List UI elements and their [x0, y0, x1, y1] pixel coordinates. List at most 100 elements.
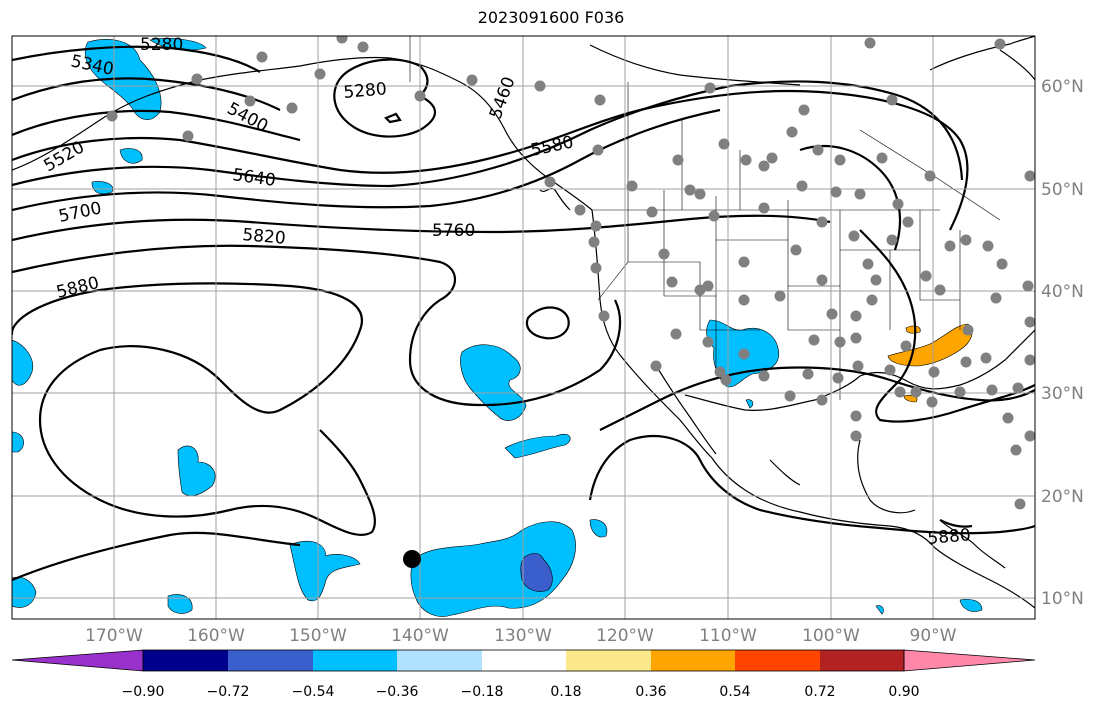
colorbar-high-extension [903, 649, 1036, 672]
graticule [12, 36, 1035, 619]
station-marker [830, 186, 842, 198]
station-marker [1024, 316, 1035, 328]
station-marker [850, 430, 862, 442]
station-marker [796, 180, 808, 192]
station-marker [790, 244, 802, 256]
station-marker [357, 41, 369, 53]
station-marker [658, 248, 670, 260]
station-marker [626, 180, 638, 192]
colorbar-tick-label: 0.54 [719, 684, 750, 700]
latitude-axis: 60°N 50°N 40°N 30°N 20°N 10°N [1041, 77, 1084, 609]
station-marker [902, 216, 914, 228]
colorbar-tick-label: −0.18 [461, 684, 504, 700]
colorbar-tick-label: 0.90 [888, 684, 919, 700]
station-marker [1024, 354, 1035, 366]
station-marker [854, 188, 866, 200]
station-marker [738, 256, 750, 268]
station-marker [834, 336, 846, 348]
station-marker [1012, 382, 1024, 394]
station-marker [670, 328, 682, 340]
station-marker [960, 356, 972, 368]
station-marker [738, 294, 750, 306]
station-marker [182, 130, 194, 142]
station-marker [850, 332, 862, 344]
station-marker [574, 204, 586, 216]
station-marker [834, 154, 846, 166]
lat-tick-label: 20°N [1041, 487, 1084, 507]
colorbar-tick-label: −0.36 [376, 684, 419, 700]
station-marker [244, 95, 256, 107]
station-marker [1014, 498, 1026, 510]
station-marker [758, 160, 770, 172]
station-marker [672, 154, 684, 166]
map-title: 2023091600 F036 [477, 8, 625, 27]
longitude-axis: 170°W 160°W 150°W 140°W 130°W 120°W 110°… [85, 626, 957, 646]
station-marker [848, 230, 860, 242]
station-marker [980, 352, 992, 364]
station-marker [191, 73, 203, 85]
storm-center-marker [403, 550, 421, 568]
station-marker [826, 308, 838, 320]
station-marker [766, 152, 778, 164]
lat-tick-label: 40°N [1041, 282, 1084, 302]
station-marker [786, 126, 798, 138]
station-marker [910, 386, 922, 398]
station-marker [720, 374, 732, 386]
colorbar-tick-label: 0.18 [550, 684, 581, 700]
station-marker [704, 82, 716, 94]
station-marker [650, 360, 662, 372]
colorbar-segment [651, 650, 735, 671]
station-marker [934, 284, 946, 296]
station-marker [592, 144, 604, 156]
contour-label: 5760 [432, 221, 475, 241]
station-marker [1024, 170, 1035, 182]
map-panel: 5280 5340 5280 5400 5520 5460 5580 5640 … [12, 36, 1035, 619]
lat-tick-label: 10°N [1041, 589, 1084, 609]
station-marker [808, 334, 820, 346]
station-marker [866, 294, 878, 306]
station-marker [864, 37, 876, 49]
colorbar-segment [143, 650, 228, 671]
station-marker [850, 310, 862, 322]
station-markers [106, 36, 1035, 510]
lon-tick-label: 130°W [494, 626, 552, 646]
station-marker [928, 366, 940, 378]
station-marker [702, 280, 714, 292]
station-marker [852, 360, 864, 372]
colorbar-low-extension [11, 649, 144, 672]
lon-tick-label: 140°W [391, 626, 449, 646]
station-marker [718, 138, 730, 150]
station-marker [994, 38, 1006, 50]
station-marker [816, 394, 828, 406]
station-marker [876, 152, 888, 164]
station-marker [894, 386, 906, 398]
station-marker [740, 154, 752, 166]
station-marker [926, 396, 938, 408]
height-contours [12, 45, 1035, 582]
lon-tick-label: 120°W [596, 626, 654, 646]
station-marker [1022, 280, 1034, 292]
colorbar: −0.90 −0.72 −0.54 −0.36 −0.18 0.18 0.36 … [11, 649, 1036, 700]
station-marker [962, 324, 974, 336]
station-marker [798, 104, 810, 116]
station-marker [832, 372, 844, 384]
station-marker [694, 188, 706, 200]
station-marker [590, 262, 602, 274]
colorbar-tick-label: −0.54 [292, 684, 335, 700]
station-marker [1010, 444, 1022, 456]
colorbar-segment [228, 650, 313, 671]
station-marker [812, 144, 824, 156]
colorbar-tick-label: −0.72 [207, 684, 250, 700]
station-marker [802, 368, 814, 380]
colorbar-segment [482, 650, 566, 671]
lat-tick-label: 30°N [1041, 384, 1084, 404]
contour-label: 5880 [927, 525, 972, 549]
station-marker [758, 202, 770, 214]
lon-tick-label: 150°W [289, 626, 347, 646]
station-marker [314, 68, 326, 80]
station-marker [954, 386, 966, 398]
station-marker [886, 94, 898, 106]
lon-tick-label: 160°W [187, 626, 245, 646]
station-marker [590, 220, 602, 232]
station-marker [924, 170, 936, 182]
